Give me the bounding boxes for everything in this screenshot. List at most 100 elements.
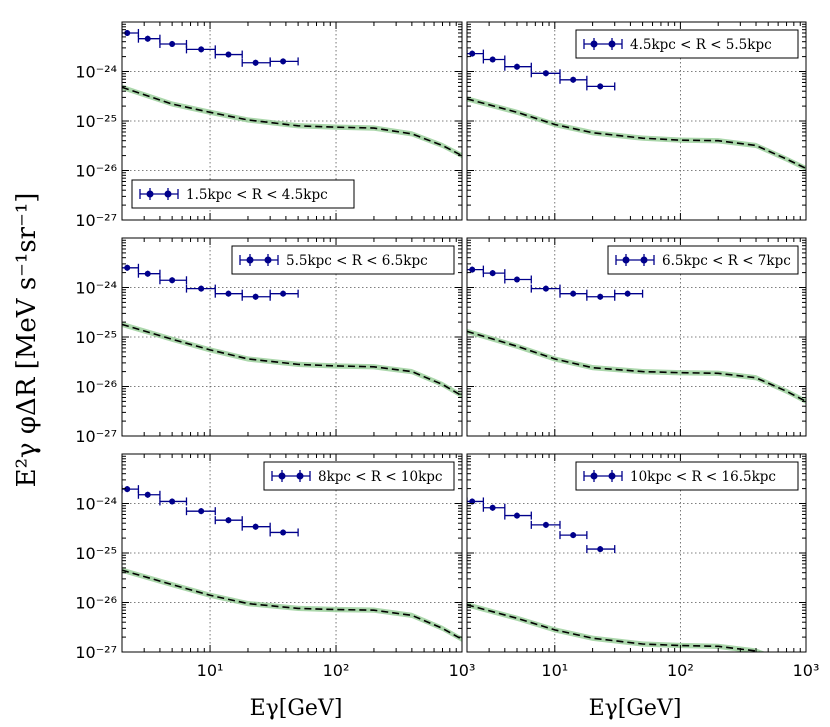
legend: 6.5kpc < R < 7kpc (607, 245, 799, 275)
data-point (513, 512, 520, 519)
legend: 10kpc < R < 16.5kpc (575, 461, 799, 491)
data-point (469, 50, 476, 57)
x-tick-label: 10¹ (197, 661, 224, 680)
legend-marker (278, 472, 286, 480)
x-tick-label: 10³ (449, 661, 476, 680)
data-point (570, 290, 577, 297)
panel-plot-area (122, 263, 462, 399)
legend-marker (264, 256, 272, 264)
y-tick-label: 10⁻²⁶ (75, 594, 117, 613)
data-point (280, 58, 287, 65)
legend-marker (640, 256, 648, 264)
data-point (489, 270, 496, 277)
legend: 1.5kpc < R < 4.5kpc (131, 179, 355, 209)
data-point (124, 29, 131, 36)
data-point (489, 56, 496, 63)
data-point (513, 63, 520, 70)
data-point (570, 532, 577, 539)
data-point (144, 270, 151, 277)
model-band (467, 602, 766, 652)
model-band (122, 567, 462, 642)
panel-2: 4.5kpc < R < 5.5kpc (466, 21, 807, 221)
legend: 5.5kpc < R < 6.5kpc (231, 245, 455, 275)
y-tick-label: 10⁻²⁶ (75, 378, 117, 397)
data-point (198, 508, 205, 515)
y-tick-label: 10⁻²⁵ (75, 328, 117, 347)
legend-marker (590, 472, 598, 480)
x-tick-label: 10³ (793, 661, 820, 680)
data-point (489, 504, 496, 511)
panel-plot-area (122, 28, 462, 159)
x-tick-label: 10² (667, 661, 694, 680)
legend-label: 6.5kpc < R < 7kpc (662, 253, 791, 269)
data-point (280, 529, 287, 536)
model-line (467, 330, 806, 403)
data-point (252, 59, 259, 66)
legend-marker (246, 256, 254, 264)
panel-plot-area (467, 49, 806, 172)
data-point (513, 276, 520, 283)
legend-box (607, 245, 799, 275)
model-band (467, 96, 806, 172)
data-point (542, 70, 549, 77)
legend-label: 4.5kpc < R < 5.5kpc (630, 37, 772, 53)
legend-label: 8kpc < R < 10kpc (318, 469, 443, 485)
data-point (469, 498, 476, 505)
data-point (280, 290, 287, 297)
legend-marker (164, 190, 172, 198)
model-line (122, 569, 462, 641)
model-band (122, 84, 462, 159)
y-tick-label: 10⁻²⁵ (75, 544, 117, 563)
legend-marker (146, 190, 154, 198)
legend: 8kpc < R < 10kpc (263, 461, 455, 491)
data-point (124, 486, 131, 493)
x-tick-label: 10² (323, 661, 350, 680)
data-point (252, 523, 259, 530)
panel-plot-area (467, 265, 806, 405)
y-tick-label: 10⁻²⁷ (75, 427, 117, 446)
panel-plot-area (122, 485, 462, 642)
panel-3: 10⁻²⁴ 10⁻²⁵ 10⁻²⁶ 10⁻²⁷ 5.5kpc < R < 6.5kpc (75, 237, 463, 446)
legend-marker (622, 256, 630, 264)
legend: 4.5kpc < R < 5.5kpc (575, 29, 799, 59)
panel-5: 10⁻²⁴ 10⁻²⁵ 10⁻²⁶ 10⁻²⁷ 10¹ 10² 10³ 8kpc < R < … (75, 453, 476, 680)
panel-4: 6.5kpc < R < 7kpc (466, 237, 807, 437)
y-tick-label: 10⁻²⁷ (75, 643, 117, 662)
data-point (144, 35, 151, 42)
panel-1: 10⁻²⁴ 10⁻²⁵ 10⁻²⁶ 10⁻²⁷ 1.5kpc < R < 4.5kpc (75, 21, 463, 230)
data-point (225, 517, 232, 524)
legend-marker (590, 40, 598, 48)
data-point (144, 491, 151, 498)
y-tick-label: 10⁻²⁴ (75, 63, 117, 82)
model-line (467, 603, 761, 652)
data-point (597, 83, 604, 90)
legend-label: 1.5kpc < R < 4.5kpc (186, 187, 328, 203)
data-point (597, 293, 604, 300)
panel-6: 10¹ 10² 10³ 10kpc < R < 16.5kpc (466, 453, 820, 680)
legend-marker (296, 472, 304, 480)
data-point (570, 76, 577, 83)
data-point (169, 498, 176, 505)
data-point (624, 290, 631, 297)
model-line (122, 86, 462, 157)
panel-plot-area (467, 497, 766, 652)
legend-label: 5.5kpc < R < 6.5kpc (286, 253, 428, 269)
x-tick-label: 10¹ (541, 661, 568, 680)
data-point (124, 264, 131, 271)
y-tick-label: 10⁻²⁵ (75, 112, 117, 131)
legend-marker (608, 472, 616, 480)
data-point (198, 46, 205, 53)
x-axis-label-right: Eγ[GeV] (589, 696, 682, 721)
legend-label: 10kpc < R < 16.5kpc (630, 469, 776, 485)
y-tick-label: 10⁻²⁶ (75, 162, 117, 181)
data-point (469, 266, 476, 273)
data-point (542, 285, 549, 292)
data-point (198, 285, 205, 292)
data-point (252, 293, 259, 300)
y-tick-label: 10⁻²⁴ (75, 495, 117, 514)
data-point (225, 51, 232, 58)
y-tick-label: 10⁻²⁷ (75, 211, 117, 230)
legend-marker (608, 40, 616, 48)
data-point (169, 277, 176, 284)
